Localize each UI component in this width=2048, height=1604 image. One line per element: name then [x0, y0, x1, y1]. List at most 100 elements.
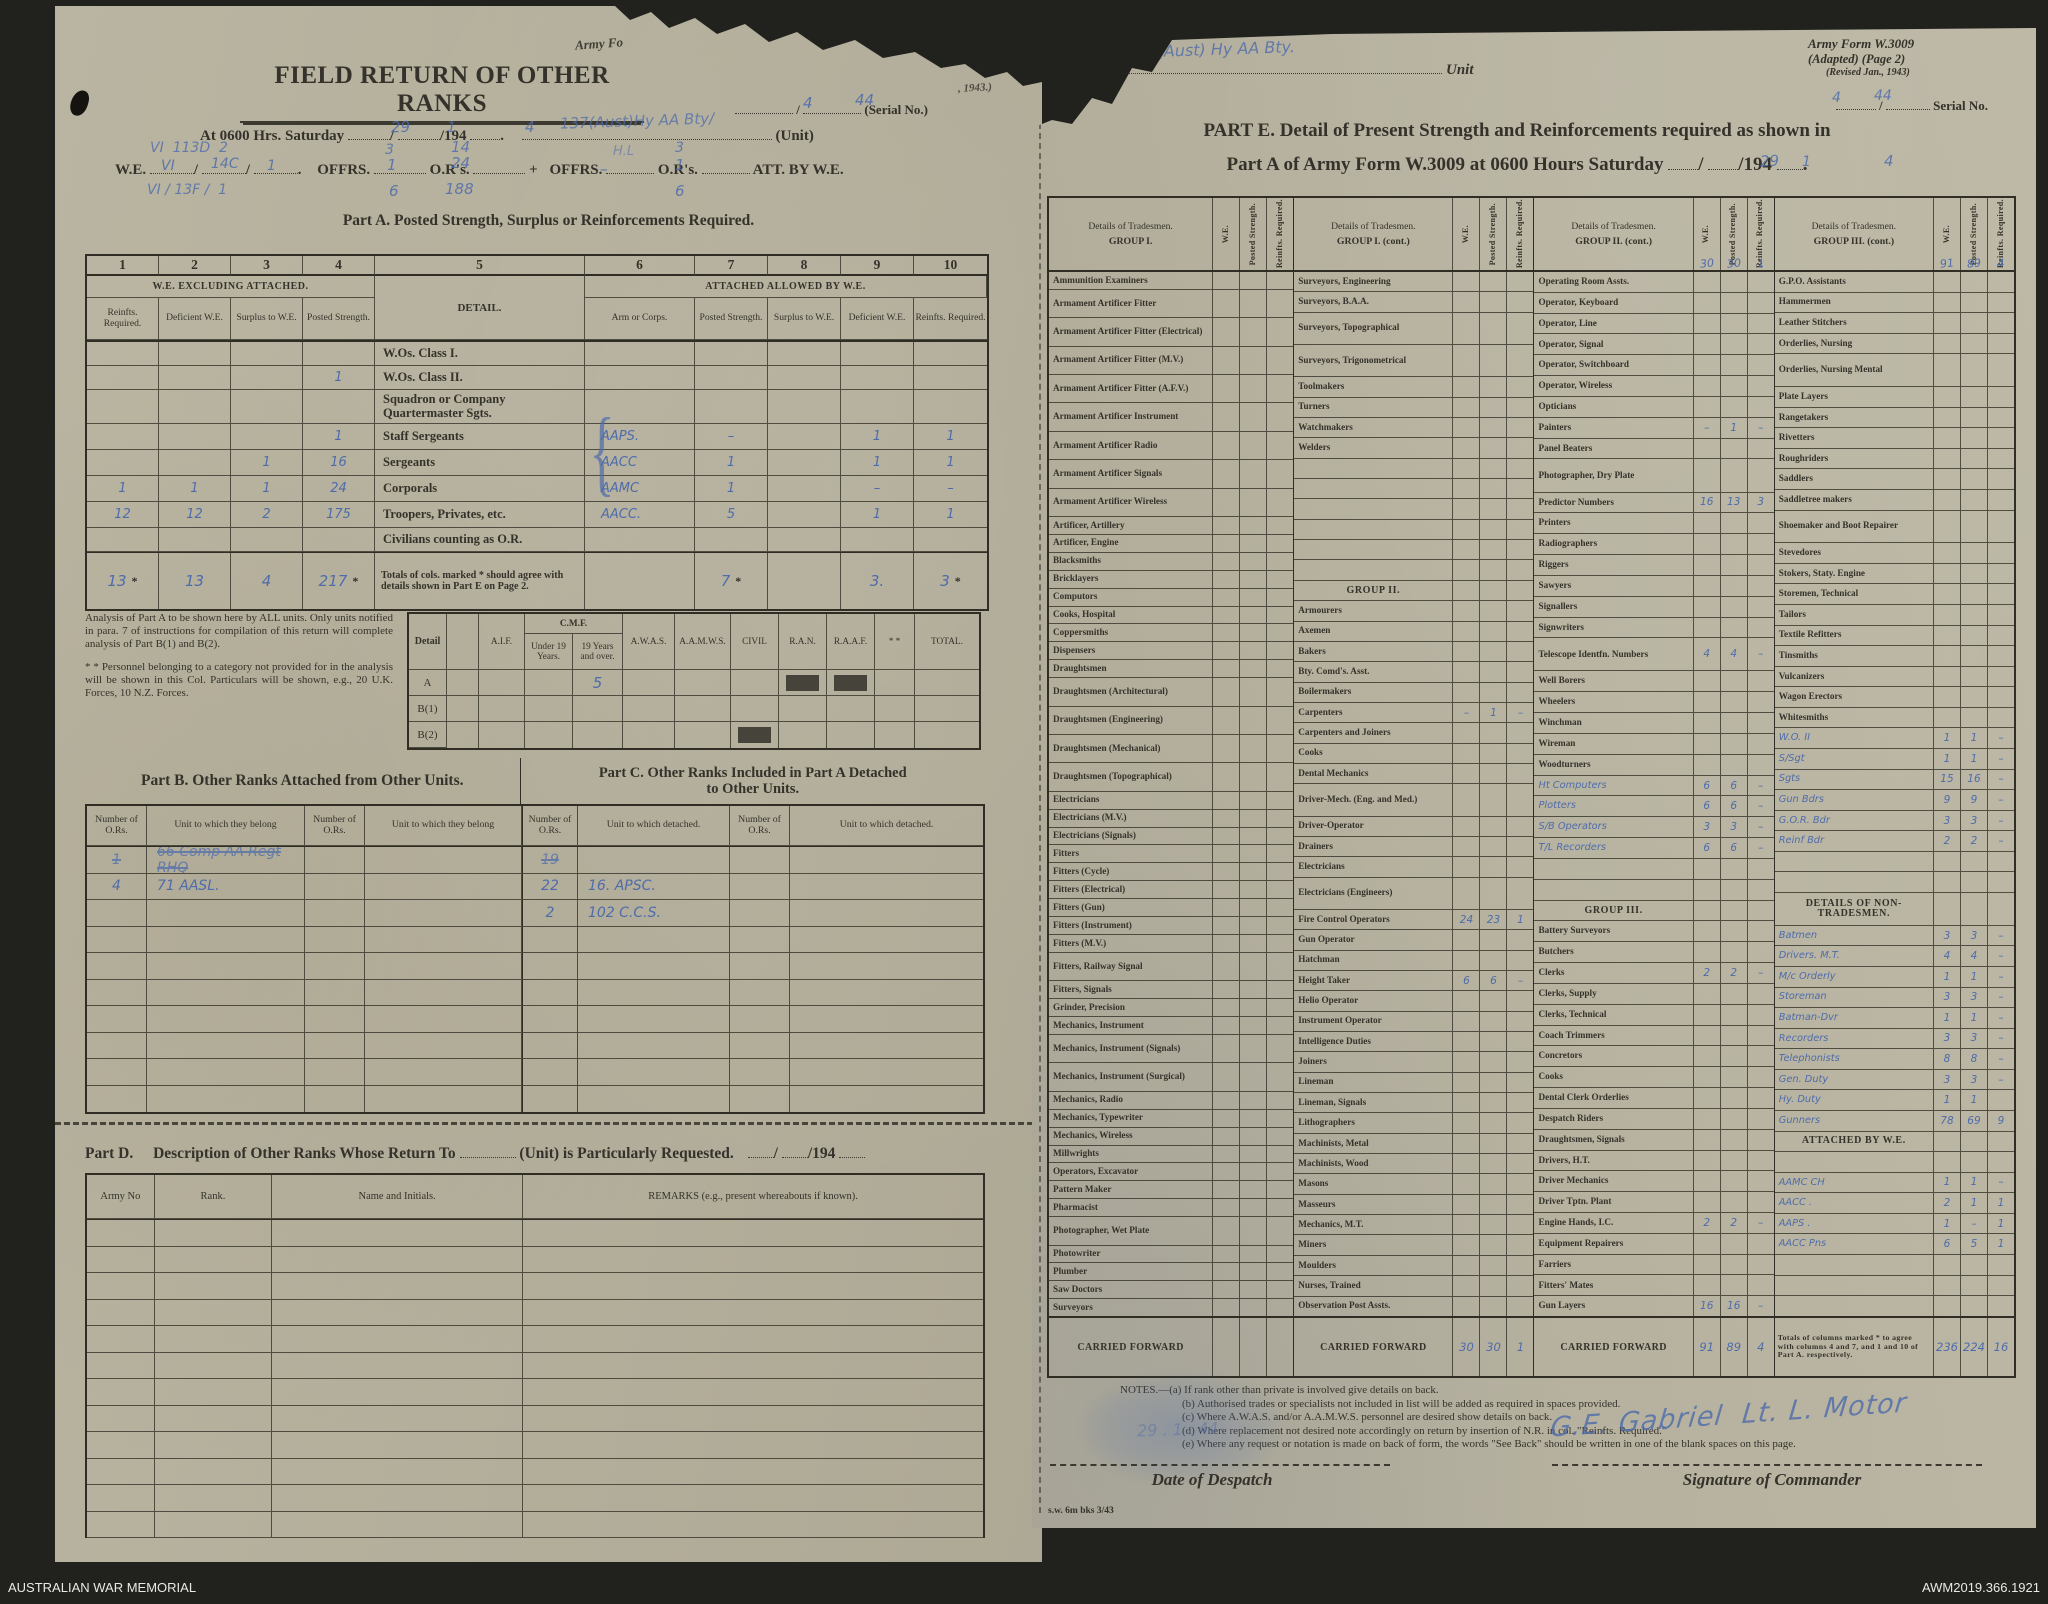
part-d-heading: Part D. Description of Other Ranks Whose…	[85, 1144, 985, 1163]
table-row	[1294, 458, 1534, 480]
value-cell	[1267, 707, 1293, 734]
table-row: Coppersmiths	[1049, 624, 1294, 643]
value-cell	[1267, 489, 1293, 516]
ors-label: O.R's.	[429, 162, 470, 178]
table-row: AACC Pns 6 5 1	[1774, 1234, 2014, 1256]
trade-label-cell	[1294, 458, 1454, 479]
value-cell	[1480, 312, 1508, 345]
table-row: W.O. II 1 1–	[1774, 728, 2014, 749]
table-row: Axemen	[1294, 621, 1534, 642]
value-cell: –	[1998, 1053, 2004, 1066]
row-label: B(1)	[409, 696, 447, 722]
value-cell	[1453, 784, 1481, 816]
value-cell	[1240, 460, 1268, 488]
value-cell	[1267, 347, 1293, 374]
serial-label: (Serial No.)	[864, 102, 928, 117]
value-cell	[1267, 935, 1293, 952]
value-cell	[1748, 314, 1774, 334]
trade-label-cell: Electricians (Engineers)	[1294, 877, 1454, 909]
handwritten-entry: 66 Comp AA Regt RHQ	[157, 847, 281, 874]
detail-cell: W.Os. Class I.	[375, 342, 585, 366]
trade-label-cell: Wireman	[1534, 733, 1694, 754]
signature-line	[1552, 1464, 1982, 1466]
value-cell	[1213, 999, 1241, 1017]
value-cell	[1507, 438, 1533, 457]
part-d-col-header: Rank.	[154, 1175, 273, 1219]
value-cell	[1213, 1199, 1241, 1217]
value-cell	[1240, 517, 1268, 534]
value-cell	[1961, 313, 1988, 333]
value-cell	[1507, 1215, 1533, 1234]
trade-label-cell: Armament Artificer Fitter	[1049, 289, 1214, 318]
value-cell	[1961, 448, 1988, 469]
table-row: Bakers	[1294, 641, 1534, 663]
handwritten-entry: 102 C.C.S.	[588, 904, 661, 921]
bc-cell	[305, 926, 365, 953]
value-cell: –	[914, 476, 987, 502]
value-cell	[1240, 1199, 1268, 1217]
arm-or-corps-cell	[585, 342, 695, 366]
serial-line: / (Serial No.)	[735, 100, 928, 118]
value-cell	[1721, 1025, 1748, 1046]
value-cell	[1213, 346, 1241, 375]
trade-label-cell: Bakers	[1294, 641, 1454, 662]
bc-cell	[790, 1086, 983, 1113]
vertical-col-label: W.E.	[1701, 224, 1711, 244]
value-cell: –	[1758, 1216, 1764, 1229]
value-cell	[1748, 942, 1774, 962]
table-row: Lineman	[1294, 1072, 1534, 1094]
bc-col-header: Unit to which detached.	[578, 806, 730, 846]
carried-forward-label: CARRIED FORWARD	[1049, 1318, 1214, 1376]
value-cell	[1748, 1275, 1774, 1295]
value-cell	[1267, 981, 1293, 998]
table-row: Watchmakers	[1294, 418, 1534, 439]
value-cell	[1480, 1174, 1508, 1194]
value-cell	[1934, 387, 1961, 407]
trade-label-cell: Butchers	[1534, 942, 1694, 963]
value-cell: 4	[1934, 946, 1961, 966]
slash: /	[1698, 154, 1704, 175]
value-cell: 8	[1934, 1049, 1961, 1069]
unit-label: Unit	[1446, 62, 1474, 78]
value-cell	[1507, 857, 1533, 876]
value-cell	[1240, 1299, 1268, 1317]
value-cell	[1961, 625, 1988, 646]
value-cell	[1721, 983, 1748, 1004]
trade-label-cell: Driver Mechanics	[1534, 1171, 1694, 1192]
table-row: Lineman, Signals	[1294, 1093, 1534, 1114]
trade-label-cell: Plate Layers	[1775, 387, 1934, 407]
value-cell: 1	[1961, 1008, 1988, 1028]
value-cell	[1240, 588, 1268, 606]
value-cell	[768, 390, 841, 424]
table-row: Surveyors	[1049, 1299, 1293, 1317]
value-cell	[1721, 292, 1748, 313]
part-d-cell	[154, 1299, 273, 1326]
value-cell	[1453, 723, 1481, 743]
vertical-col-header: W.E.	[1213, 198, 1241, 270]
cmf-subheader: 19 Years and over.	[573, 634, 623, 670]
analysis-col-header	[447, 614, 479, 670]
analysis-cell	[479, 722, 525, 748]
trade-label-cell: Bty. Comd's. Asst.	[1294, 662, 1454, 682]
handwritten-entry: 1	[112, 851, 121, 868]
bc-cell	[790, 847, 983, 874]
detail-cell: Troopers, Privates, etc.	[375, 502, 585, 528]
trade-label-cell: Observation Post Assts.	[1294, 1296, 1454, 1316]
part-d-cell	[272, 1352, 524, 1379]
table-row: Gunners 78 69 9	[1774, 1110, 2014, 1132]
subheader: Surplus to W.E.	[768, 298, 841, 340]
value-cell	[1748, 880, 1774, 900]
part-d-cell	[154, 1352, 273, 1379]
bc-cell	[147, 1059, 305, 1086]
trade-label-cell: Computors	[1049, 588, 1214, 606]
handwritten-entry: 16. APSC.	[588, 878, 656, 895]
part-e-title-line2: Part A of Army Form W.3009 at 0600 Hours…	[1077, 154, 1957, 176]
value-cell	[1213, 827, 1241, 845]
form-number: Army Form W.3009	[1808, 36, 1915, 51]
table-row: Operator, Wireless	[1534, 376, 1774, 397]
table-row: Armament Artificer Radio	[1049, 431, 1294, 461]
value-cell	[1748, 272, 1774, 292]
vertical-col-header: W.E.	[1453, 198, 1481, 270]
value-cell	[1721, 272, 1748, 292]
value-cell	[1267, 1299, 1293, 1316]
